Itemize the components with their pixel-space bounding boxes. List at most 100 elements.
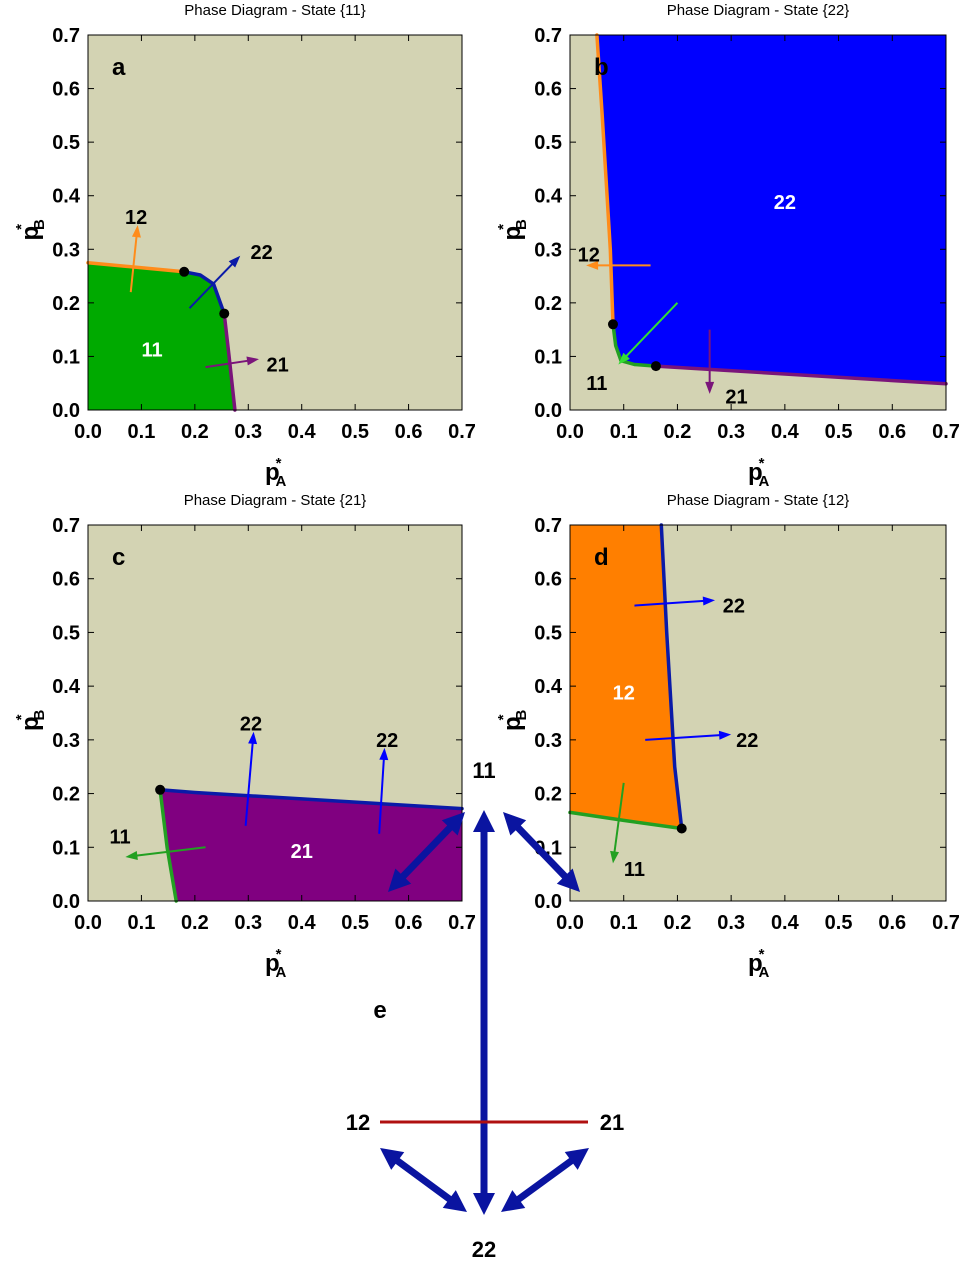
- state-node-12: 12: [346, 1110, 370, 1135]
- y-tick-label: 0.2: [534, 784, 562, 806]
- x-tick-label: 0.4: [771, 421, 800, 443]
- y-tick-label: 0.5: [52, 132, 80, 154]
- y-axis-label: p*B: [13, 709, 48, 731]
- y-tick-label: 0.7: [52, 515, 80, 537]
- x-axis-label: p* A: [748, 455, 770, 490]
- x-tick-label: 0.1: [610, 421, 638, 443]
- triple-point: [650, 361, 661, 372]
- plot-title: Phase Diagram - State {11}: [184, 2, 366, 19]
- transition-edge-head: [442, 1190, 467, 1212]
- region-12: [570, 525, 682, 829]
- transition-arrowhead: [702, 596, 716, 606]
- x-axis-label: p* A: [748, 946, 770, 981]
- x-tick-label: 0.3: [717, 912, 745, 934]
- transition-arrowhead: [246, 356, 259, 366]
- transition-arrow: [134, 846, 206, 857]
- transition-edge-head: [503, 812, 527, 836]
- transition-arrow: [205, 359, 251, 369]
- transition-arrowhead: [379, 747, 389, 761]
- transition-target-label: 21: [267, 354, 289, 376]
- x-tick-label: 0.7: [932, 421, 960, 443]
- transition-target-label: 11: [109, 827, 130, 849]
- x-tick-label: 0.0: [556, 421, 584, 443]
- y-tick-label: 0.0: [52, 400, 80, 422]
- transition-arrowhead: [228, 255, 241, 268]
- state-node-11: 11: [472, 758, 495, 783]
- transition-target-label: 22: [736, 730, 758, 752]
- x-tick-label: 0.2: [664, 912, 692, 934]
- panel-label: a: [112, 54, 126, 81]
- x-tick-label: 0.5: [341, 912, 369, 934]
- x-tick-label: 0.4: [288, 421, 317, 443]
- x-tick-label: 0.1: [610, 912, 638, 934]
- y-tick-label: 0.7: [52, 25, 80, 47]
- x-tick-label: 0.3: [717, 421, 745, 443]
- transition-edge-head: [441, 812, 465, 836]
- transition-target-label: 12: [125, 207, 147, 229]
- x-tick-label: 0.5: [825, 421, 853, 443]
- y-tick-label: 0.6: [52, 79, 80, 101]
- x-axis-label: p* A: [265, 946, 287, 981]
- transition-target-label: 21: [725, 387, 747, 409]
- x-tick-label: 0.7: [932, 912, 960, 934]
- panel-label: d: [594, 544, 609, 571]
- transition-edge-21-22: [513, 1155, 577, 1205]
- phase-boundary: [654, 364, 948, 386]
- phase-boundary: [182, 270, 226, 316]
- y-tick-label: 0.6: [534, 79, 562, 101]
- y-tick-label: 0.0: [534, 400, 562, 422]
- phase-boundary: [158, 788, 178, 903]
- triple-point: [676, 823, 687, 834]
- region-label: 21: [291, 841, 313, 863]
- y-axis-label: p*B: [495, 219, 530, 241]
- panel-b: Phase Diagram - State {22} 0.0 0.1 0.2 0.3 0.…: [495, 2, 960, 490]
- panel-c: Phase Diagram - State {21} 0.0 0.1 0.2 0.3 0.…: [13, 492, 476, 981]
- transition-arrowhead: [618, 352, 630, 365]
- x-tick-label: 0.4: [771, 912, 800, 934]
- transition-arrow: [378, 756, 385, 834]
- x-tick-label: 0.6: [395, 421, 423, 443]
- y-tick-label: 0.4: [52, 676, 81, 698]
- state-node-22: 22: [472, 1237, 496, 1261]
- plot-frame: [87, 34, 463, 411]
- x-axis-label: p* A: [265, 455, 287, 490]
- region-22: [596, 35, 946, 384]
- panel-label: e: [373, 997, 386, 1024]
- transition-arrow: [634, 599, 707, 607]
- panel-label: c: [112, 544, 125, 571]
- phase-boundary: [222, 311, 237, 412]
- y-tick-label: 0.0: [534, 891, 562, 913]
- transition-target-label: 22: [240, 714, 262, 736]
- plot-frame: [569, 34, 947, 411]
- transition-arrowhead: [718, 730, 732, 740]
- y-tick-label: 0.3: [534, 239, 562, 261]
- transition-edge-head: [501, 1190, 526, 1212]
- transition-arrowhead: [610, 850, 620, 864]
- phase-boundary: [595, 33, 615, 327]
- plot-frame: [87, 524, 463, 902]
- region-label: 11: [142, 339, 163, 361]
- y-tick-label: 0.0: [52, 891, 80, 913]
- y-tick-label: 0.3: [52, 730, 80, 752]
- transition-arrow: [188, 261, 235, 309]
- transition-edge-head: [473, 810, 495, 832]
- x-tick-label: 0.0: [74, 912, 102, 934]
- y-tick-label: 0.2: [52, 784, 80, 806]
- y-tick-label: 0.2: [534, 293, 562, 315]
- triple-point: [179, 266, 190, 277]
- transition-arrowhead: [125, 851, 138, 860]
- panel-label: b: [594, 54, 609, 81]
- x-tick-label: 0.6: [395, 912, 423, 934]
- x-tick-label: 0.1: [128, 421, 156, 443]
- phase-boundary: [659, 523, 684, 831]
- x-tick-label: 0.7: [448, 421, 476, 443]
- x-tick-label: 0.3: [234, 912, 262, 934]
- y-tick-label: 0.6: [52, 569, 80, 591]
- x-tick-label: 0.2: [181, 912, 209, 934]
- y-tick-label: 0.5: [534, 132, 562, 154]
- y-tick-label: 0.1: [534, 346, 562, 368]
- x-tick-label: 0.4: [288, 912, 317, 934]
- transition-target-label: 22: [376, 730, 398, 752]
- x-tick-label: 0.1: [128, 912, 156, 934]
- plot-title: Phase Diagram - State {12}: [667, 492, 850, 509]
